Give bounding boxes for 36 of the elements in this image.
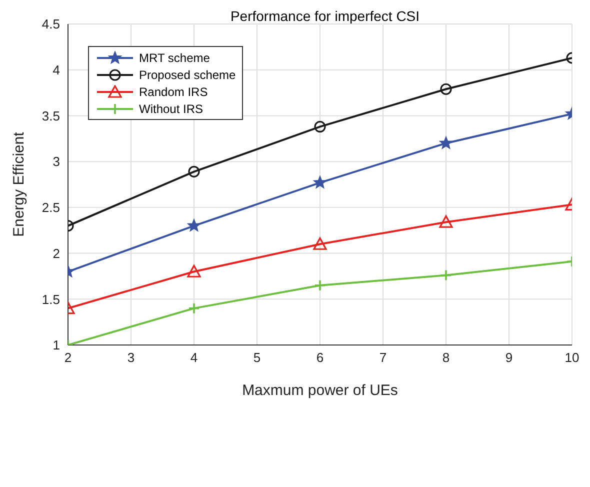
legend-label: Proposed scheme [139, 68, 236, 82]
y-tick-label: 3.5 [42, 108, 60, 124]
x-tick-label: 6 [316, 350, 324, 366]
x-tick-label: 3 [127, 350, 135, 366]
point [188, 302, 200, 314]
y-tick-label: 1.5 [42, 292, 60, 307]
point [313, 176, 327, 188]
x-axis-title: Maxmum power of UEs [242, 382, 398, 399]
legend-label: MRT scheme [139, 50, 210, 64]
chart-title: Performance for imperfect CSI [229, 8, 421, 24]
y-tick-label: 1 [52, 338, 60, 353]
y-axis-title: Energy Efficient [10, 131, 28, 237]
point [188, 166, 200, 178]
y-tick-label: 4.5 [42, 16, 60, 32]
point [314, 279, 326, 292]
point [440, 83, 452, 95]
legend-label: Without IRS [139, 102, 204, 116]
y-tick-label: 2.5 [42, 200, 60, 216]
x-tick-label: 7 [379, 350, 387, 366]
x-tick-label: 8 [442, 350, 450, 366]
point [313, 237, 327, 250]
y-tick-label: 4 [52, 62, 60, 78]
x-tick-label: 10 [564, 350, 580, 366]
x-tick-label: 2 [64, 350, 72, 366]
point [187, 218, 201, 232]
y-tick-label: 3 [52, 154, 60, 170]
x-tick-label: 4 [190, 350, 198, 366]
point [314, 120, 326, 133]
legend-label: Random IRS [139, 84, 208, 98]
y-tick-label: 2 [52, 246, 60, 261]
x-tick-label: 5 [253, 350, 261, 366]
point [439, 136, 453, 149]
point [187, 264, 201, 278]
x-tick-label: 9 [505, 350, 513, 366]
point [439, 215, 453, 228]
point [440, 269, 452, 282]
